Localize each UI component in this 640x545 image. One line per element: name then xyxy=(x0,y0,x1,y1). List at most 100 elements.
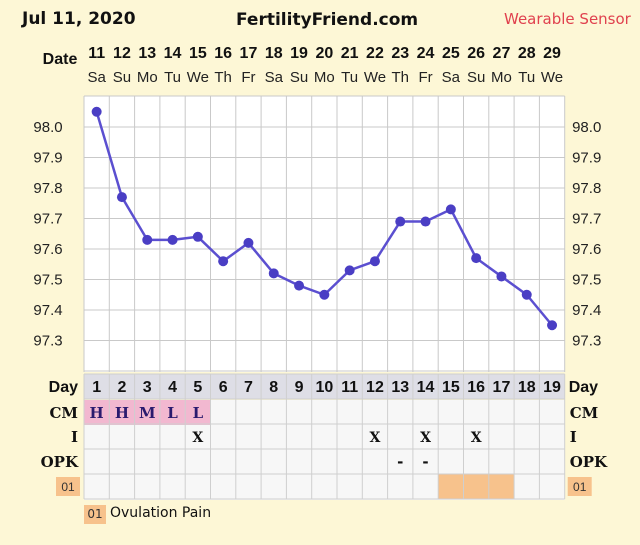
temperature-point xyxy=(268,268,279,279)
weekday-label: Tu xyxy=(341,69,358,86)
cm-highlight-cell xyxy=(185,400,211,425)
day-number: 4 xyxy=(168,379,177,396)
date-label: 20 xyxy=(315,45,333,62)
date-label: 25 xyxy=(442,45,460,62)
i-row-label-right: I xyxy=(570,428,577,446)
date-label: 17 xyxy=(240,45,258,62)
plot-area xyxy=(84,96,565,372)
cm-highlight-cell xyxy=(134,400,160,425)
temperature-point xyxy=(116,192,127,203)
temperature-point xyxy=(547,320,558,331)
y-tick-label-right: 97.4 xyxy=(572,302,601,319)
date-label: 14 xyxy=(164,45,182,62)
intercourse-mark: X xyxy=(192,430,203,446)
cm-value: L xyxy=(167,404,178,422)
opk-mark: - xyxy=(422,453,428,471)
date-label: 12 xyxy=(113,45,131,62)
day-number: 13 xyxy=(391,379,409,396)
y-tick-label-left: 97.7 xyxy=(33,211,62,228)
temperature-point xyxy=(344,265,355,276)
y-tick-label-left: 97.9 xyxy=(33,150,62,167)
day-number: 10 xyxy=(315,379,333,396)
ovulation-pain-cell xyxy=(463,474,489,499)
weekday-label: We xyxy=(187,69,209,86)
day-number: 7 xyxy=(244,379,253,396)
weekday-label: Mo xyxy=(491,69,512,86)
ovulation-pain-row-swatch-left xyxy=(56,477,80,496)
date-label: 11 xyxy=(88,45,105,62)
i-row-label-left: I xyxy=(71,428,78,446)
y-tick-label-left: 97.8 xyxy=(33,180,62,197)
day-number: 12 xyxy=(366,379,384,396)
cm-value: M xyxy=(139,404,156,422)
weekday-label: Th xyxy=(391,69,409,86)
y-tick-label-left: 97.3 xyxy=(33,333,62,350)
opk-row-label-right: OPK xyxy=(570,453,608,471)
y-tick-label-left: 98.0 xyxy=(33,119,62,136)
temperature-point xyxy=(167,234,178,245)
weekday-label: We xyxy=(541,69,563,86)
date-label: 21 xyxy=(341,45,359,62)
y-tick-label-right: 97.7 xyxy=(572,211,601,228)
legend-ovulation-pain-swatch: 01 xyxy=(84,505,106,524)
day-row-label-left: Day xyxy=(49,379,78,396)
cm-value: H xyxy=(90,404,104,422)
legend-ovulation-pain-label: Ovulation Pain xyxy=(110,505,212,521)
temperature-point xyxy=(369,256,380,267)
y-tick-label-right: 98.0 xyxy=(572,119,601,136)
date-label: 16 xyxy=(214,45,232,62)
day-number: 19 xyxy=(543,379,561,396)
date-label: 29 xyxy=(543,45,561,62)
intercourse-mark: X xyxy=(420,430,431,446)
ovulation-pain-row-label-left: 01 xyxy=(61,480,75,494)
weekday-label: Tu xyxy=(518,69,535,86)
day-number: 6 xyxy=(219,379,228,396)
day-number: 14 xyxy=(417,379,435,396)
chart-date: Jul 11, 2020 xyxy=(22,9,136,29)
date-label: 26 xyxy=(467,45,485,62)
opk-mark: - xyxy=(397,453,403,471)
ovulation-pain-cell xyxy=(488,474,515,499)
day-number: 1 xyxy=(92,379,101,396)
y-tick-label-left: 97.6 xyxy=(33,241,62,258)
date-label: 19 xyxy=(290,45,308,62)
temperature-point xyxy=(420,216,431,227)
temperature-point xyxy=(521,289,532,300)
y-tick-label-right: 97.8 xyxy=(572,180,601,197)
day-number: 5 xyxy=(193,379,202,396)
temperature-point xyxy=(91,106,102,117)
temperature-point xyxy=(142,234,153,245)
cm-row-label-right: CM xyxy=(570,404,599,422)
y-tick-label-right: 97.3 xyxy=(572,333,601,350)
day-number: 3 xyxy=(143,379,152,396)
temperature-point xyxy=(395,216,406,227)
weekday-label: Th xyxy=(214,69,232,86)
weekday-label: Fr xyxy=(418,69,432,86)
date-label: 23 xyxy=(391,45,409,62)
y-tick-label-left: 97.4 xyxy=(33,302,62,319)
day-number: 16 xyxy=(467,379,485,396)
weekday-label: Sa xyxy=(265,69,284,86)
day-number: 2 xyxy=(117,379,126,396)
sensor-label[interactable]: Wearable Sensor xyxy=(504,10,631,28)
temperature-point xyxy=(445,204,456,215)
weekday-label: Su xyxy=(290,69,308,86)
intercourse-mark: X xyxy=(370,430,381,446)
temperature-point xyxy=(319,289,330,300)
temperature-point xyxy=(218,256,229,267)
weekday-label: Mo xyxy=(137,69,158,86)
temperature-point xyxy=(243,237,254,248)
weekday-label: Mo xyxy=(314,69,335,86)
day-row-label-right: Day xyxy=(569,379,598,396)
date-label: 15 xyxy=(189,45,207,62)
cm-highlight-cell xyxy=(159,400,186,425)
site-title: FertilityFriend.com xyxy=(236,10,419,30)
date-label: 24 xyxy=(417,45,435,62)
y-tick-label-right: 97.9 xyxy=(572,150,601,167)
y-tick-label-right: 97.5 xyxy=(572,272,601,289)
cm-row-label-left: CM xyxy=(49,404,78,422)
date-label: 13 xyxy=(138,45,156,62)
weekday-label: We xyxy=(364,69,386,86)
opk-row-label-left: OPK xyxy=(41,453,79,471)
